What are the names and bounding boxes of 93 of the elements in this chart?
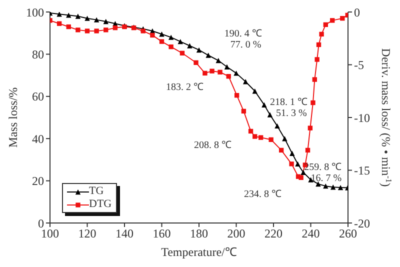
point — [248, 128, 254, 134]
point — [66, 24, 71, 30]
point — [267, 112, 273, 118]
point — [312, 77, 317, 82]
point — [103, 18, 108, 24]
x-tick-label: 120 — [78, 226, 96, 241]
point — [258, 135, 264, 140]
point — [196, 47, 202, 53]
y2-tick-label: -5 — [354, 58, 364, 72]
point — [84, 28, 90, 34]
point — [319, 32, 324, 36]
point — [159, 32, 164, 37]
point — [206, 52, 211, 58]
point — [202, 70, 208, 76]
point — [330, 18, 335, 23]
x-tick-label: 220 — [264, 226, 282, 241]
point — [168, 44, 174, 50]
point — [66, 12, 72, 18]
point — [289, 162, 294, 166]
point — [305, 148, 310, 153]
y2-tick-label: -10 — [354, 110, 370, 125]
point — [76, 28, 80, 32]
point — [300, 170, 306, 175]
annotation: 259. 8 ℃ 16. 7 % — [304, 162, 342, 184]
point — [323, 22, 328, 27]
point — [194, 60, 198, 65]
point — [338, 184, 344, 190]
x-axis-title: Temperature/℃ — [161, 245, 237, 259]
point — [282, 136, 288, 142]
x-tick-label: 140 — [116, 226, 134, 241]
annotation: 183. 2 ℃ — [166, 82, 204, 93]
point — [314, 57, 320, 62]
y-tick-label: 60 — [32, 90, 44, 104]
point — [75, 14, 81, 19]
point — [218, 70, 222, 74]
point — [316, 181, 321, 187]
point — [112, 25, 118, 30]
point — [226, 74, 231, 79]
point — [234, 93, 240, 98]
point — [268, 137, 274, 142]
point — [278, 148, 284, 153]
point — [216, 58, 221, 64]
point — [323, 183, 328, 189]
point — [274, 123, 280, 129]
point — [94, 28, 99, 34]
point — [330, 184, 336, 190]
point — [234, 70, 239, 76]
point — [187, 43, 192, 48]
point — [262, 102, 267, 108]
point — [84, 16, 90, 21]
point — [224, 64, 230, 70]
point — [252, 134, 258, 139]
y2-tick-label: -20 — [354, 216, 370, 230]
y2-tick-label: -15 — [354, 164, 370, 178]
annotation: 218. 1 ℃ 51. 3 % — [270, 96, 308, 119]
point — [308, 126, 313, 130]
y-tick-label: 80 — [32, 47, 44, 62]
point — [241, 108, 246, 114]
point — [180, 50, 185, 56]
point — [104, 28, 108, 32]
point — [295, 161, 300, 167]
legend-label: DTG — [89, 198, 112, 211]
x-tick-label: 180 — [190, 226, 208, 241]
point — [178, 38, 183, 44]
x-tick-label: 100 — [41, 226, 59, 241]
point — [94, 17, 100, 22]
x-tick-label: 260 — [339, 226, 357, 241]
x-tick-label: 200 — [227, 226, 246, 241]
point — [242, 79, 248, 84]
y2-tick-label: 0 — [354, 5, 360, 20]
point — [159, 39, 164, 44]
point — [310, 100, 316, 106]
point — [290, 150, 295, 156]
y-axis-title: Mass loss/% — [6, 87, 20, 148]
point — [150, 32, 155, 38]
y-tick-label: 20 — [32, 174, 44, 188]
point — [210, 68, 214, 74]
y-tick-label: 100 — [26, 5, 44, 20]
point — [140, 28, 146, 34]
x-tick-label: 240 — [302, 226, 320, 241]
annotation: 190. 4 ℃ 77. 0 % — [224, 28, 262, 51]
point — [56, 12, 62, 17]
y-tick-label: 40 — [32, 132, 44, 146]
point — [316, 42, 322, 48]
point — [168, 34, 174, 40]
point — [298, 175, 304, 180]
annotation: 208. 8 ℃ — [194, 140, 232, 151]
legend-label: TG — [89, 185, 104, 198]
x-tick-label: 160 — [152, 226, 171, 241]
point — [340, 16, 345, 21]
annotation: 234. 8 ℃ — [244, 189, 282, 200]
point — [56, 21, 62, 26]
y-tick-label: 0 — [38, 216, 44, 230]
